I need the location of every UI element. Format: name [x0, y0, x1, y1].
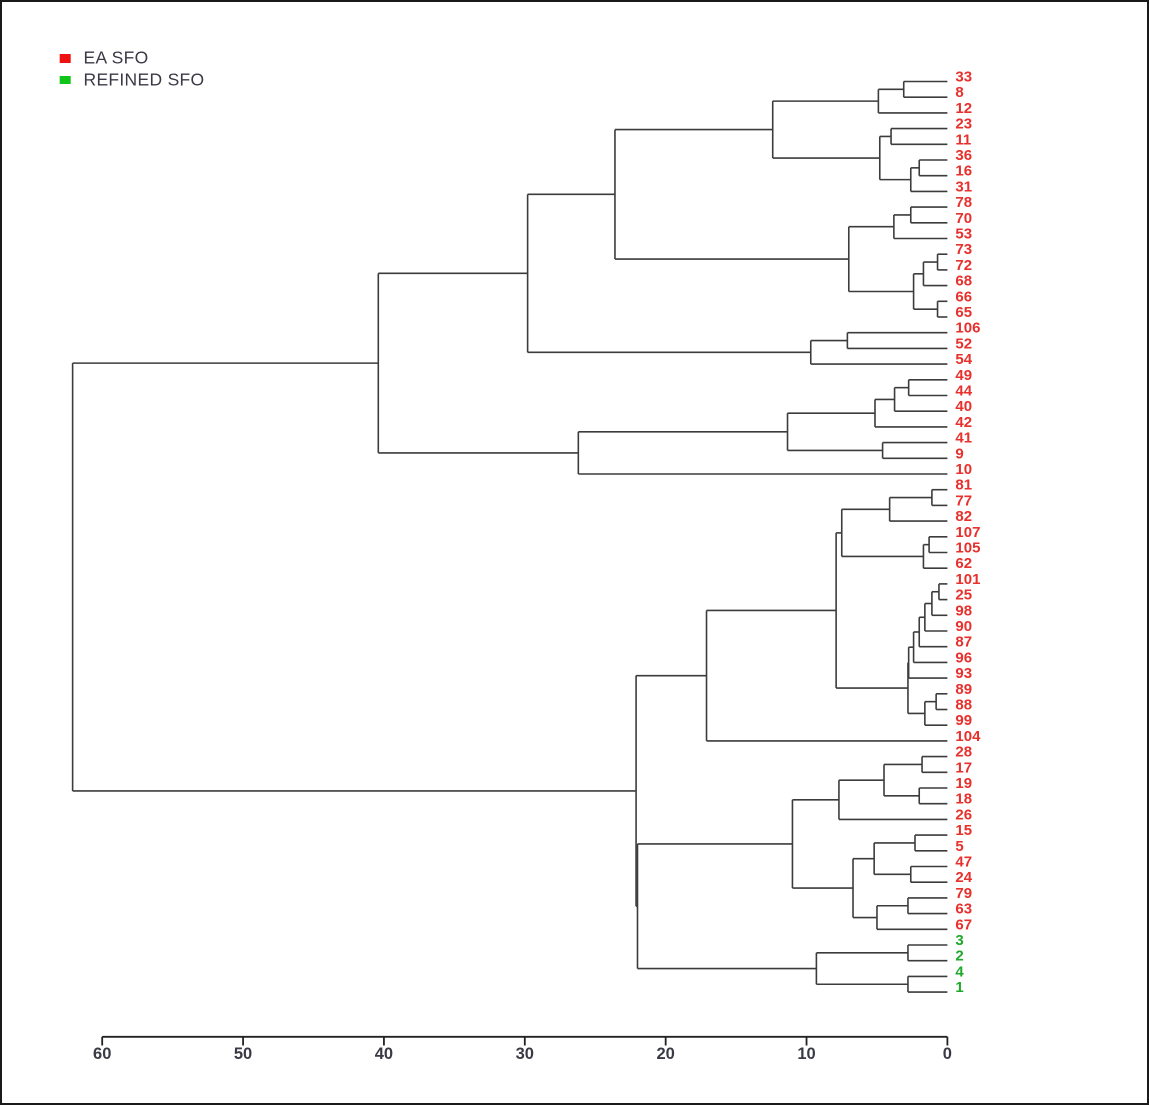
svg-text:81: 81 [955, 477, 972, 494]
svg-text:18: 18 [955, 791, 972, 808]
svg-text:25: 25 [955, 587, 972, 604]
svg-text:9: 9 [955, 445, 963, 462]
svg-text:101: 101 [955, 571, 980, 588]
svg-text:4: 4 [955, 963, 964, 980]
svg-text:24: 24 [955, 869, 972, 886]
svg-text:104: 104 [955, 728, 981, 745]
svg-text:15: 15 [955, 822, 972, 839]
svg-text:33: 33 [955, 69, 972, 86]
svg-text:52: 52 [955, 335, 972, 352]
svg-text:30: 30 [516, 1045, 534, 1063]
svg-text:10: 10 [955, 461, 972, 478]
svg-text:49: 49 [955, 367, 972, 384]
svg-text:20: 20 [656, 1045, 674, 1063]
svg-text:54: 54 [955, 351, 972, 368]
svg-text:90: 90 [955, 618, 972, 635]
svg-text:98: 98 [955, 602, 972, 619]
svg-text:87: 87 [955, 634, 972, 651]
svg-text:65: 65 [955, 304, 972, 321]
svg-text:44: 44 [955, 383, 972, 400]
svg-text:96: 96 [955, 649, 972, 666]
svg-text:72: 72 [955, 257, 972, 274]
svg-text:66: 66 [955, 288, 972, 305]
svg-text:89: 89 [955, 681, 972, 698]
svg-text:107: 107 [955, 524, 980, 541]
svg-text:5: 5 [955, 838, 963, 855]
svg-text:73: 73 [955, 241, 972, 258]
svg-text:105: 105 [955, 540, 980, 557]
svg-text:11: 11 [955, 131, 971, 148]
svg-text:41: 41 [955, 430, 972, 447]
svg-text:0: 0 [943, 1045, 952, 1063]
svg-text:16: 16 [955, 163, 972, 180]
svg-text:2: 2 [955, 948, 963, 965]
svg-text:62: 62 [955, 555, 972, 572]
svg-text:42: 42 [955, 414, 972, 431]
svg-text:60: 60 [93, 1045, 111, 1063]
svg-text:36: 36 [955, 147, 972, 164]
svg-text:40: 40 [375, 1045, 393, 1063]
svg-text:82: 82 [955, 508, 972, 525]
svg-text:63: 63 [955, 901, 972, 918]
svg-text:26: 26 [955, 806, 972, 823]
svg-text:23: 23 [955, 116, 972, 133]
svg-text:77: 77 [955, 492, 972, 509]
svg-text:3: 3 [955, 932, 963, 949]
svg-text:1: 1 [955, 979, 963, 996]
svg-text:47: 47 [955, 854, 972, 871]
svg-text:12: 12 [955, 100, 972, 117]
svg-text:19: 19 [955, 775, 972, 792]
svg-text:67: 67 [955, 916, 972, 933]
svg-text:106: 106 [955, 320, 980, 337]
svg-text:28: 28 [955, 744, 972, 761]
svg-text:REFINED SFO: REFINED SFO [84, 70, 205, 90]
svg-text:70: 70 [955, 210, 972, 227]
svg-text:68: 68 [955, 273, 972, 290]
svg-text:10: 10 [797, 1045, 815, 1063]
svg-text:50: 50 [234, 1045, 252, 1063]
svg-text:EA SFO: EA SFO [84, 48, 149, 68]
svg-text:88: 88 [955, 697, 972, 714]
svg-text:8: 8 [955, 84, 963, 101]
svg-text:99: 99 [955, 712, 972, 729]
svg-text:17: 17 [955, 759, 972, 776]
svg-text:53: 53 [955, 226, 972, 243]
svg-text:93: 93 [955, 665, 972, 682]
svg-text:78: 78 [955, 194, 972, 211]
svg-text:40: 40 [955, 398, 972, 415]
svg-text:31: 31 [955, 178, 972, 195]
svg-text:79: 79 [955, 885, 972, 902]
